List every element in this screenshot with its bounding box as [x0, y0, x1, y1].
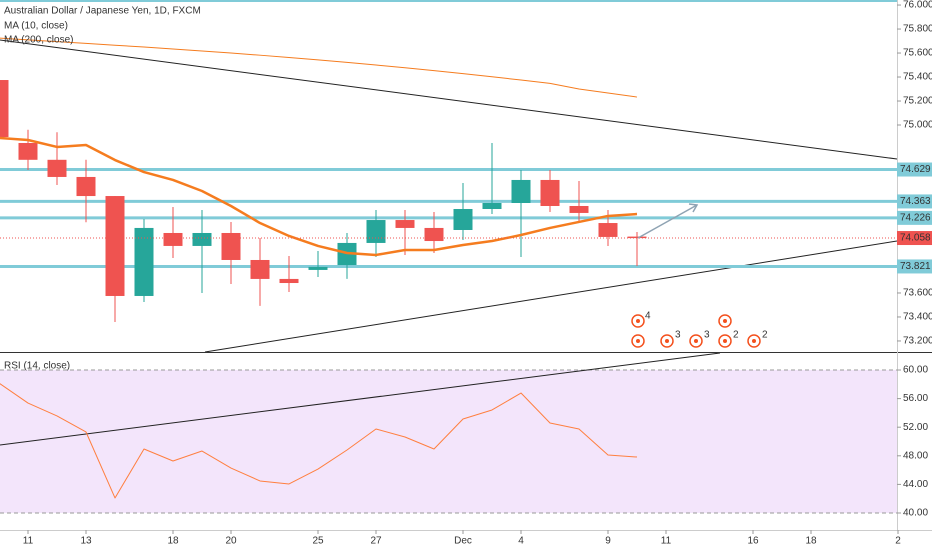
y-tick-label: 52.00 [903, 422, 928, 433]
candle-body [424, 227, 444, 242]
y-tick-label: 44.00 [903, 479, 928, 490]
y-tick-label: 75.000 [903, 120, 932, 131]
line-series [0, 37, 638, 98]
x-tick-label: 4 [518, 536, 524, 547]
candle-body [0, 80, 9, 138]
line-series [0, 136, 638, 257]
event-dot [636, 339, 640, 343]
event-dot [723, 339, 727, 343]
chart-title: Australian Dollar / Japanese Yen, 1D, FX… [4, 6, 201, 17]
y-tick-label: 73.400 [903, 312, 932, 323]
trend-line [204, 240, 898, 353]
y-tick-label: 73.600 [903, 288, 932, 299]
rsi-pane [0, 369, 897, 514]
y-tick-label: 60.00 [903, 365, 928, 376]
y-tick-label: 75.400 [903, 72, 932, 83]
candle-body [569, 205, 589, 213]
x-tick-label: 27 [370, 536, 382, 547]
candle-body [482, 202, 502, 209]
x-tick-label: 18 [805, 536, 817, 547]
event-dot [752, 339, 756, 343]
candle-body [395, 220, 415, 228]
event-count: 3 [704, 330, 710, 341]
candle-body [134, 227, 154, 296]
candle-body [453, 208, 473, 230]
x-tick-label: 18 [167, 536, 179, 547]
level-label: 73.821 [900, 261, 931, 272]
candle-body [221, 232, 241, 260]
candle-body [76, 176, 96, 197]
event-dot [665, 339, 669, 343]
arrow [637, 204, 698, 239]
x-tick-label: 9 [605, 536, 611, 547]
x-tick-label: 2 [895, 536, 901, 547]
candle-body [540, 179, 560, 206]
x-tick-label: 25 [312, 536, 324, 547]
trend-line [0, 352, 721, 446]
level-label-box [897, 210, 932, 225]
level-label-box [897, 259, 932, 274]
candle-body [163, 232, 183, 246]
level-label: 74.226 [900, 213, 931, 224]
x-tick-label: 11 [23, 536, 34, 547]
event-count: 3 [675, 330, 681, 341]
candle-body [192, 232, 212, 246]
y-tick-label: 75.600 [903, 48, 932, 59]
candle-body [366, 220, 386, 243]
y-tick-label: 76.000 [903, 0, 932, 11]
last-price-label: 74.058 [900, 233, 931, 244]
last-price-box [897, 231, 932, 246]
x-tick-label: 11 [661, 536, 672, 547]
event-dot [694, 339, 698, 343]
y-tick-label: 56.00 [903, 393, 928, 404]
y-tick-label: 40.00 [903, 508, 928, 519]
legend-entry: MA (10, close) [4, 21, 68, 32]
x-tick-label: 16 [747, 536, 759, 547]
candle-body [105, 196, 125, 296]
candle-body [308, 266, 328, 270]
candle-body [250, 259, 270, 279]
event-count: 4 [645, 311, 651, 322]
arrow-head [688, 203, 699, 213]
level-label: 74.629 [900, 164, 931, 175]
y-tick-label: 75.800 [903, 24, 932, 35]
level-label: 74.363 [900, 196, 931, 207]
level-label-box [897, 194, 932, 209]
rsi-band [0, 370, 897, 513]
candle-body [627, 236, 647, 239]
event-dot [636, 319, 640, 323]
y-tick-label: 75.200 [903, 96, 932, 107]
line-series [0, 383, 638, 499]
candle-body [18, 143, 38, 160]
x-tick-label: Dec [454, 536, 472, 547]
event-count: 2 [733, 330, 739, 341]
y-tick-label: 73.200 [903, 336, 932, 347]
legend-entry: MA (200, close) [4, 35, 73, 46]
candle-body [598, 223, 618, 237]
trend-line [0, 39, 898, 160]
x-tick-label: 20 [225, 536, 237, 547]
x-tick-label: 13 [80, 536, 92, 547]
event-dot [723, 319, 727, 323]
event-count: 2 [762, 330, 768, 341]
plot [0, 37, 897, 499]
candle-body [511, 179, 531, 203]
rsi-title: RSI (14, close) [4, 361, 70, 372]
candle-body [279, 278, 299, 284]
y-tick-label: 48.00 [903, 450, 928, 461]
level-label-box [897, 162, 932, 177]
candle-body [47, 159, 67, 177]
